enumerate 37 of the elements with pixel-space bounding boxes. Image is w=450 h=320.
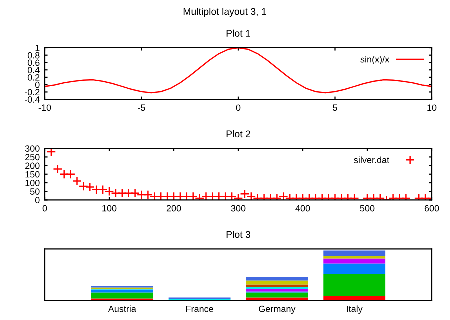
y-tick-label: 0	[35, 197, 40, 204]
y-tick-label: 300	[25, 146, 40, 152]
x-tick-label: 300	[231, 205, 246, 212]
y-tick-label: 1	[36, 45, 40, 52]
chart-title: Plot 3	[226, 231, 251, 238]
x-tick-label: -5	[138, 104, 146, 112]
x-tick-label: 100	[102, 205, 117, 212]
x-tick-label: 0	[236, 104, 241, 112]
x-tick-label: 5	[333, 104, 338, 112]
x-tick-label: 600	[424, 205, 440, 212]
x-tick-label: 200	[166, 205, 182, 212]
y-tick-label: -0.4	[24, 96, 40, 103]
x-tick-label: 10	[428, 104, 437, 112]
y-tick-label: 150	[26, 171, 40, 178]
chart-title: Plot 2	[226, 130, 250, 138]
x-tick-label: -10	[38, 104, 52, 112]
y-tick-label: 100	[26, 180, 40, 186]
legend-label: sin(x)/x	[360, 56, 390, 65]
y-tick-label: 50	[30, 188, 40, 195]
legend-label: silver.dat	[354, 156, 390, 164]
chart-title: Plot 1	[226, 30, 250, 37]
y-tick-label: 0.4	[28, 67, 40, 74]
y-tick-label: 0.6	[28, 60, 40, 66]
x-tick-label: 0	[42, 205, 48, 212]
x-tick-label: 500	[360, 205, 375, 212]
y-tick-label: -0.2	[24, 89, 40, 96]
x-tick-label: France	[186, 306, 214, 312]
y-tick-label: 200	[26, 162, 40, 170]
x-tick-label: Italy	[347, 306, 363, 314]
y-tick-label: 250	[26, 154, 40, 161]
y-tick-label: 0	[35, 82, 40, 88]
x-tick-label: Austria	[108, 306, 136, 312]
text: Multiplot layout 3, 1	[184, 8, 266, 18]
y-tick-label: 0.8	[28, 52, 40, 59]
x-tick-label: Germany	[259, 306, 296, 314]
x-tick-label: 400	[296, 205, 310, 212]
y-tick-label: 0.2	[28, 74, 40, 81]
